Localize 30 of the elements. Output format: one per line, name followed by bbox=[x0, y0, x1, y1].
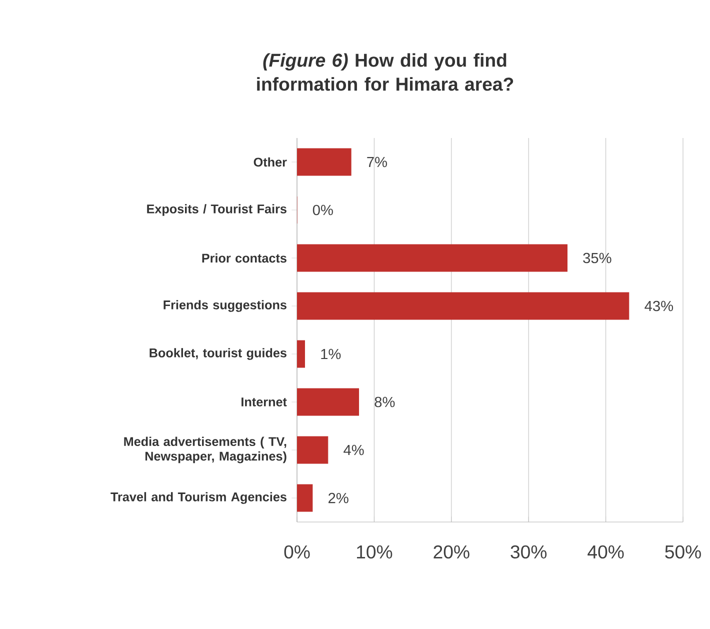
x-tick-label: 10% bbox=[357, 545, 392, 559]
bar bbox=[297, 148, 352, 176]
data-label: 35% bbox=[583, 252, 612, 264]
bar bbox=[297, 340, 305, 368]
data-label: 7% bbox=[367, 156, 387, 168]
data-label: 1% bbox=[321, 348, 341, 360]
y-tick-label: Media advertisements ( TV, Newspaper, Magazines) bbox=[124, 436, 286, 464]
bar bbox=[297, 244, 568, 272]
y-tick-label: Booklet, tourist guides bbox=[150, 348, 286, 360]
bar bbox=[297, 436, 328, 464]
y-tick-label: Internet bbox=[242, 398, 287, 406]
y-tick-label: Prior contacts bbox=[202, 253, 286, 263]
x-tick-label: 30% bbox=[510, 545, 547, 559]
bar bbox=[297, 388, 360, 416]
y-tick-label: Exposits / Tourist Fairs bbox=[147, 204, 286, 216]
x-tick-label: 20% bbox=[434, 545, 470, 559]
data-label: 43% bbox=[644, 300, 674, 312]
y-tick-label: Other bbox=[254, 157, 287, 167]
x-tick-label: 0% bbox=[284, 545, 310, 559]
chart-title: (Figure 6) How did you find information for Himara area? bbox=[257, 53, 514, 91]
x-tick-label: 50% bbox=[665, 545, 701, 559]
bar bbox=[297, 292, 630, 320]
data-label: 4% bbox=[344, 444, 364, 456]
data-label: 8% bbox=[374, 396, 395, 408]
data-label: 0% bbox=[312, 204, 333, 216]
bar bbox=[297, 484, 313, 512]
y-tick-label: Travel and Tourism Agencies bbox=[110, 492, 286, 504]
x-tick-label: 40% bbox=[588, 545, 624, 559]
y-tick-label: Friends suggestions bbox=[164, 300, 286, 312]
data-label: 2% bbox=[328, 492, 348, 504]
